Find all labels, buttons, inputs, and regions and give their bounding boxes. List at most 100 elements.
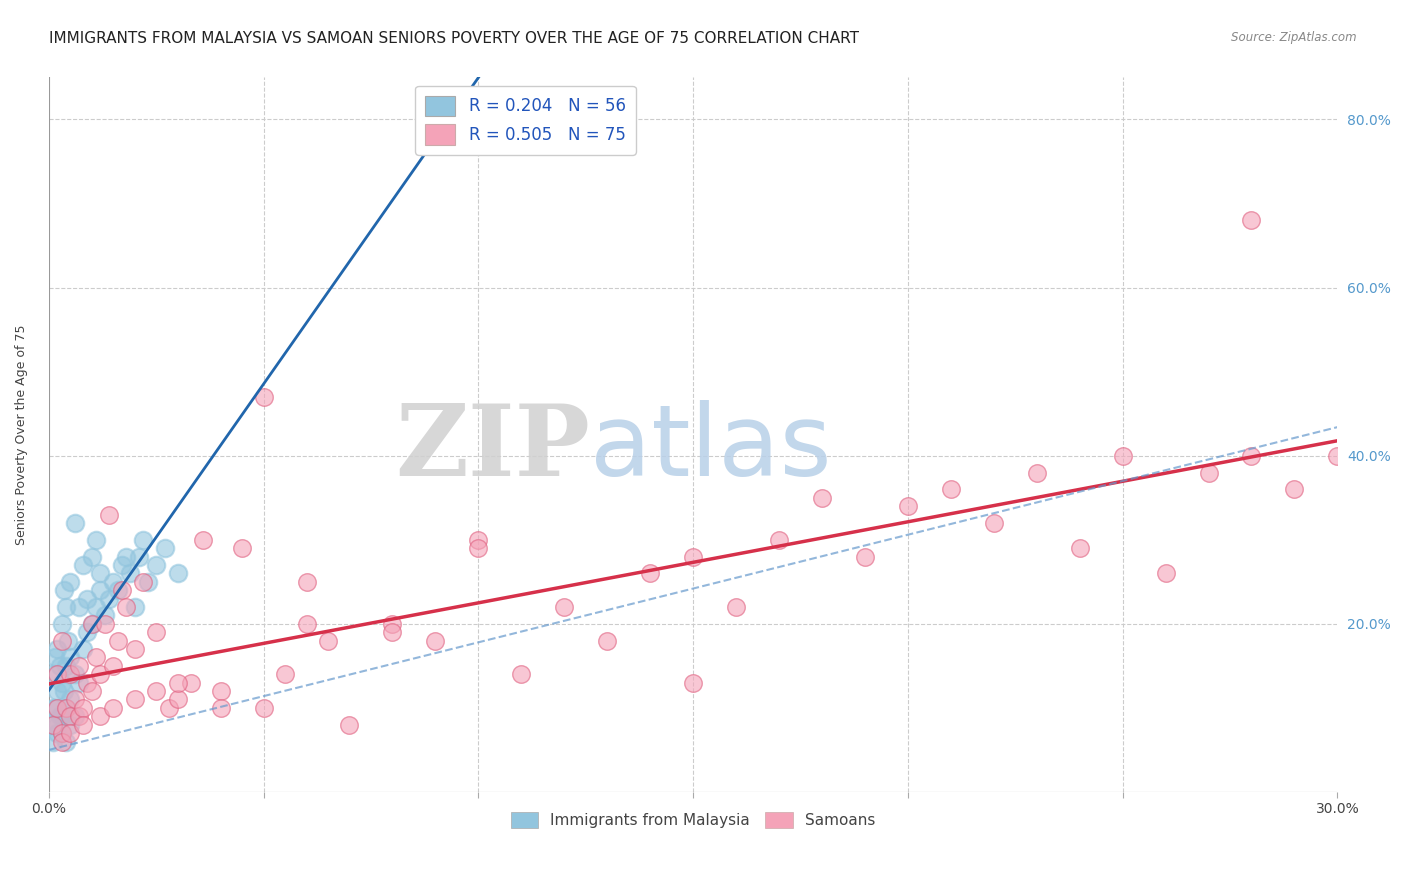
Point [46,726,69,740]
Point [59,667,82,681]
Point [425,633,447,648]
Point [93,608,115,623]
Point [553,600,575,615]
Point [72,717,94,731]
Point [52,583,75,598]
Point [89,583,111,598]
Point [89,667,111,681]
Point [682,549,704,564]
Point [682,675,704,690]
Point [46,701,69,715]
Point [274,667,297,681]
Point [638,566,661,581]
Point [51,726,73,740]
Point [59,692,82,706]
Point [103,574,125,589]
Point [295,616,318,631]
Point [98,591,121,606]
Point [80,616,103,631]
Point [76,625,98,640]
Point [51,709,73,723]
Point [128,549,150,564]
Point [180,675,202,690]
Point [59,709,82,723]
Point [136,574,159,589]
Point [209,701,232,715]
Legend: Immigrants from Malaysia, Samoans: Immigrants from Malaysia, Samoans [505,805,882,834]
Point [983,516,1005,530]
Point [55,658,77,673]
Point [46,717,69,731]
Y-axis label: Seniors Poverty Over the Age of 75: Seniors Poverty Over the Age of 75 [15,325,28,545]
Point [84,650,107,665]
Point [1198,466,1220,480]
Point [98,508,121,522]
Point [467,533,489,547]
Point [145,684,167,698]
Point [166,566,188,581]
Point [67,658,90,673]
Point [72,642,94,657]
Point [166,675,188,690]
Point [120,566,142,581]
Point [46,667,69,681]
Point [115,600,138,615]
Point [89,566,111,581]
Point [67,675,90,690]
Point [44,701,66,715]
Point [853,549,876,564]
Point [252,390,274,404]
Point [52,684,75,698]
Point [111,558,134,572]
Point [80,549,103,564]
Point [295,574,318,589]
Text: IMMIGRANTS FROM MALAYSIA VS SAMOAN SENIORS POVERTY OVER THE AGE OF 75 CORRELATIO: IMMIGRANTS FROM MALAYSIA VS SAMOAN SENIO… [49,31,859,46]
Point [252,701,274,715]
Point [1111,449,1133,463]
Point [89,709,111,723]
Point [1025,466,1047,480]
Point [67,709,90,723]
Point [46,684,69,698]
Point [42,717,65,731]
Point [115,549,138,564]
Point [1154,566,1177,581]
Text: Source: ZipAtlas.com: Source: ZipAtlas.com [1232,31,1357,45]
Point [153,541,176,556]
Point [1326,449,1348,463]
Point [467,541,489,556]
Point [80,616,103,631]
Point [103,701,125,715]
Point [510,667,533,681]
Point [42,667,65,681]
Point [51,726,73,740]
Point [63,709,86,723]
Point [111,583,134,598]
Point [51,633,73,648]
Point [124,692,146,706]
Point [76,591,98,606]
Point [55,701,77,715]
Point [166,692,188,706]
Point [725,600,748,615]
Text: ZIP: ZIP [395,401,591,498]
Point [596,633,619,648]
Point [145,625,167,640]
Point [1240,213,1263,227]
Point [939,483,962,497]
Point [811,491,834,505]
Point [72,701,94,715]
Point [316,633,339,648]
Point [59,650,82,665]
Point [51,616,73,631]
Point [1240,449,1263,463]
Point [145,558,167,572]
Text: atlas: atlas [591,401,832,498]
Point [84,533,107,547]
Point [339,717,361,731]
Point [72,558,94,572]
Point [46,642,69,657]
Point [1069,541,1091,556]
Point [44,650,66,665]
Point [93,616,115,631]
